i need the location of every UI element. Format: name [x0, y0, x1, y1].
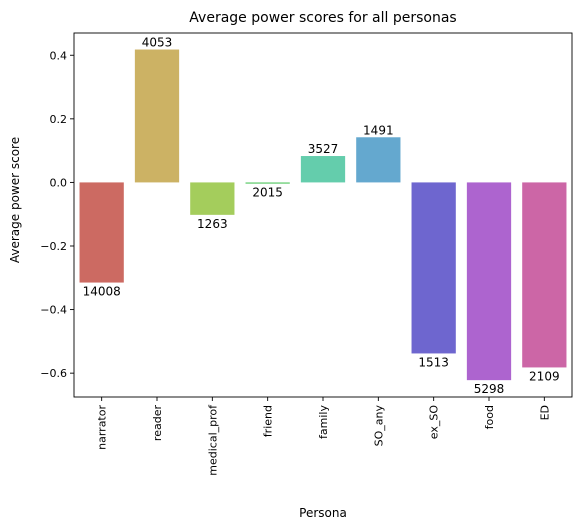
y-tick-label: 0.2	[50, 113, 68, 126]
x-tick-label-SO_any: SO_any	[372, 405, 385, 447]
plot-frame	[73, 32, 573, 398]
data-label-ED: 2109	[529, 369, 560, 383]
data-labels-group: 14008 4053 1263 2015 3527 1491 1513 5298 2109	[83, 36, 560, 397]
data-label-reader: 4053	[142, 36, 173, 50]
x-tick-label-reader: reader	[151, 405, 164, 442]
bar-medical_prof	[190, 182, 235, 215]
x-tick-label-medical_prof: medical_prof	[206, 404, 219, 476]
data-label-family: 3527	[308, 142, 339, 156]
y-tick-label: −0.6	[40, 367, 67, 380]
x-tick-label-friend: friend	[262, 405, 275, 437]
x-tick-label-food: food	[483, 405, 496, 429]
bar-reader	[134, 49, 180, 183]
x-tick-label-narrator: narrator	[96, 405, 109, 450]
bar-friend	[245, 182, 290, 184]
y-axis-label: Average power score	[8, 137, 22, 263]
data-label-ex_SO: 1513	[418, 355, 449, 369]
bar-SO_any	[356, 137, 401, 183]
y-tick-label: −0.2	[40, 240, 67, 253]
bar-ex_SO	[411, 182, 456, 354]
bar-narrator	[79, 182, 124, 283]
bars-group	[79, 49, 567, 381]
y-axis-ticks: −0.6 −0.4 −0.2 0.0 0.2 0.4	[40, 49, 74, 380]
x-tick-label-family: family	[317, 405, 330, 439]
bar-ED	[522, 182, 567, 368]
y-tick-label: 0.0	[50, 176, 68, 189]
data-label-SO_any: 1491	[363, 123, 394, 137]
x-tick-label-ex_SO: ex_SO	[428, 405, 441, 440]
chart-title: Average power scores for all personas	[189, 10, 456, 26]
x-axis-label: Persona	[299, 506, 347, 520]
bar-food	[466, 182, 512, 381]
data-label-narrator: 14008	[83, 285, 121, 299]
data-label-medical_prof: 1263	[197, 217, 228, 231]
bar-family	[300, 156, 346, 183]
data-label-friend: 2015	[252, 186, 283, 200]
x-tick-label-ED: ED	[538, 405, 551, 420]
y-tick-label: −0.4	[40, 304, 67, 317]
y-tick-label: 0.4	[50, 49, 68, 62]
data-label-food: 5298	[474, 382, 505, 396]
x-axis-ticks: narrator reader medical_prof friend family SO…	[96, 397, 551, 476]
